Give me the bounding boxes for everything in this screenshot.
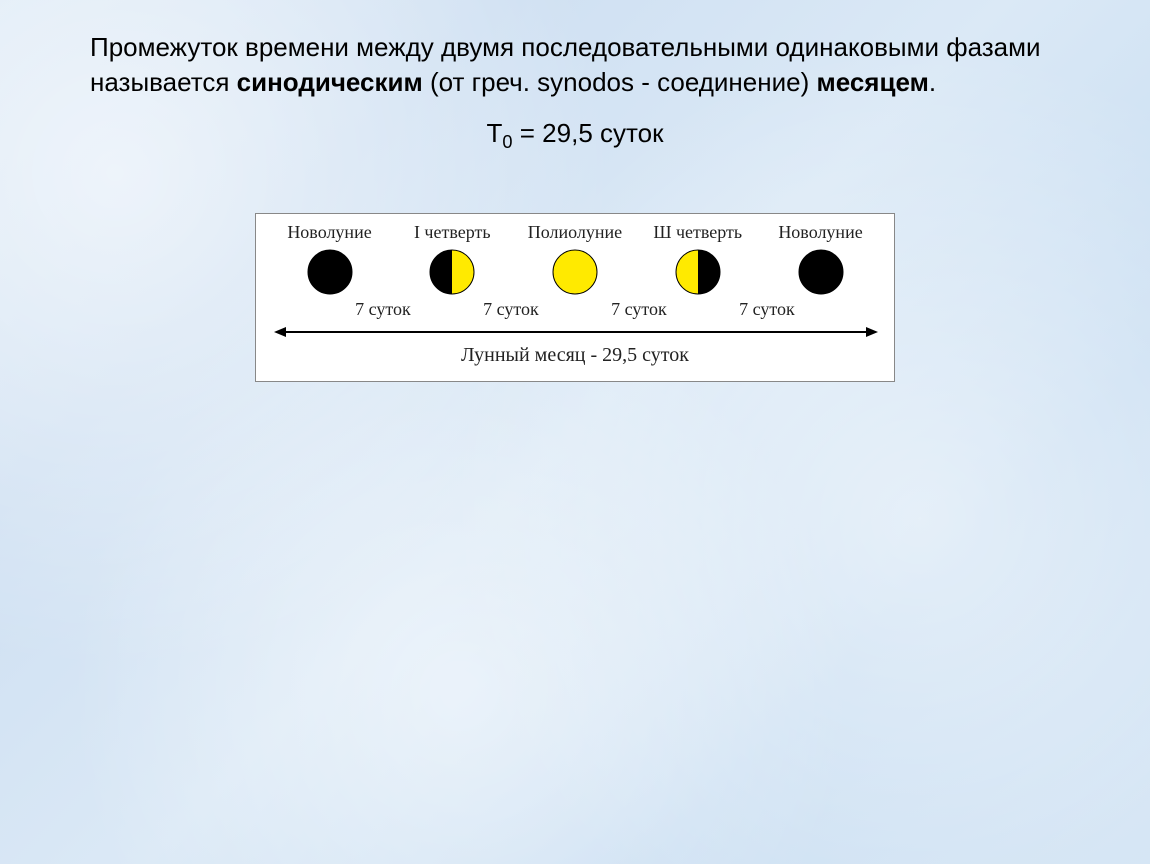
- interval-row: 7 суток 7 суток 7 суток 7 суток: [266, 299, 884, 322]
- phase-third-quarter: Ш четверть: [640, 222, 755, 295]
- interval-4: 7 суток: [712, 299, 822, 320]
- diagram-caption: Лунный месяц - 29,5 суток: [266, 344, 884, 367]
- slide: Промежуток времени между двумя последова…: [0, 0, 1150, 864]
- para-text-suffix: .: [929, 67, 936, 97]
- term-synodic: синодическим: [237, 67, 423, 97]
- phase-row: Новолуние I четверть Полиолуние: [266, 222, 884, 299]
- third-quarter-icon: [675, 249, 721, 295]
- lunar-phase-diagram: Новолуние I четверть Полиолуние: [255, 213, 895, 382]
- interval-2: 7 суток: [456, 299, 566, 320]
- phase-new-moon-2: Новолуние: [763, 222, 878, 295]
- definition-paragraph: Промежуток времени между двумя последова…: [90, 30, 1090, 100]
- phase-first-quarter: I четверть: [395, 222, 510, 295]
- full-moon-icon: [552, 249, 598, 295]
- formula-rest: = 29,5 суток: [513, 118, 664, 148]
- phase-label: Ш четверть: [653, 222, 742, 243]
- phase-full-moon: Полиолуние: [518, 222, 633, 295]
- phase-label: Полиолуние: [528, 222, 622, 243]
- formula-var: T: [487, 118, 503, 148]
- phase-label: I четверть: [414, 222, 491, 243]
- interval-1: 7 суток: [328, 299, 438, 320]
- first-quarter-icon: [429, 249, 475, 295]
- double-arrow-icon: [274, 324, 878, 340]
- formula: T0 = 29,5 суток: [50, 118, 1100, 153]
- arrow-row: [266, 322, 884, 342]
- para-text-mid: (от греч. synodos - соединение): [423, 67, 817, 97]
- phase-label: Новолуние: [287, 222, 371, 243]
- phase-new-moon-1: Новолуние: [272, 222, 387, 295]
- term-month: месяцем: [816, 67, 928, 97]
- new-moon-icon: [307, 249, 353, 295]
- new-moon-icon: [798, 249, 844, 295]
- interval-3: 7 суток: [584, 299, 694, 320]
- phase-label: Новолуние: [778, 222, 862, 243]
- formula-sub: 0: [502, 132, 512, 152]
